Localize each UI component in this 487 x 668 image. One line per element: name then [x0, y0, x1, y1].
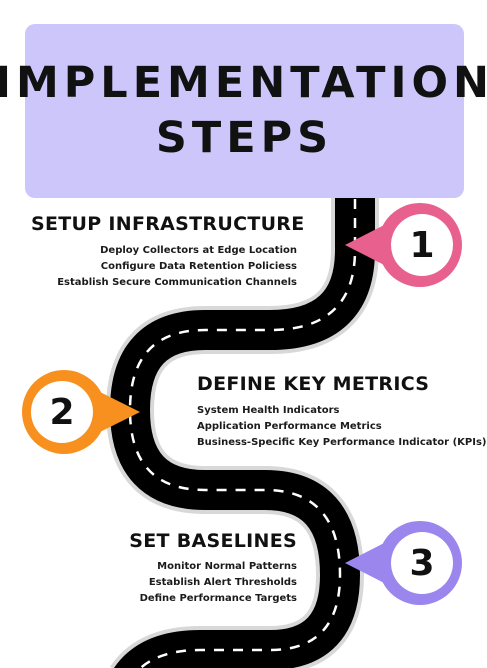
step-2-item: Application Performance Metrics [197, 421, 382, 432]
title-banner: IMPLEMENTATION STEPS [0, 24, 487, 198]
step-2-item: System Health Indicators [197, 405, 340, 416]
step-1-item: Configure Data Retention Policiess [100, 261, 297, 272]
step-3-marker [345, 521, 462, 605]
step-2-heading: DEFINE KEY METRICS [197, 373, 430, 395]
step-1-item: Establish Secure Communication Channels [57, 277, 297, 288]
step-3-heading: SET BASELINES [129, 530, 297, 552]
step-1-items: Deploy Collectors at Edge Location Confi… [57, 243, 297, 291]
title-line-1: IMPLEMENTATION [0, 57, 487, 108]
step-3-item: Define Performance Targets [139, 593, 297, 604]
step-1-number: 1 [409, 224, 435, 266]
step-2-item: Business-Specific Key Performance Indica… [197, 437, 487, 448]
step-3-number: 3 [409, 542, 435, 584]
title-line-2: STEPS [155, 113, 334, 163]
step-2-marker [22, 370, 140, 454]
step-1-heading: SETUP INFRASTRUCTURE [31, 213, 305, 235]
step-3-item: Establish Alert Thresholds [148, 577, 297, 588]
step-3-items: Monitor Normal Patterns Establish Alert … [140, 559, 297, 607]
step-2-items: System Health Indicators Application Per… [197, 403, 486, 451]
road-center-line [128, 180, 357, 668]
step-1-item: Deploy Collectors at Edge Location [100, 245, 297, 256]
step-3-item: Monitor Normal Patterns [157, 561, 297, 572]
step-1-marker [345, 203, 462, 287]
step-2-number: 2 [49, 391, 75, 433]
